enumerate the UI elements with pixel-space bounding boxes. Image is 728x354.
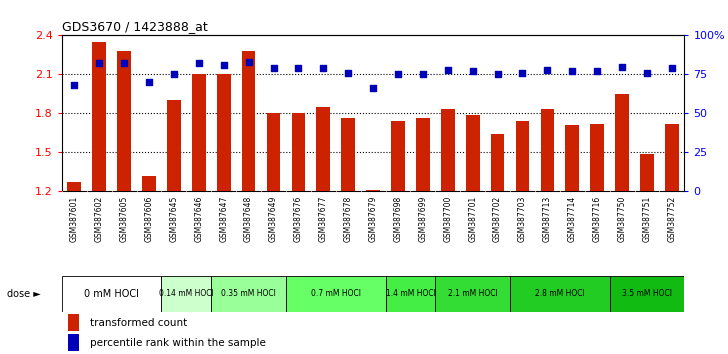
Point [591, 68, 603, 74]
Bar [68, 182, 82, 191]
Bar [291, 113, 305, 191]
Bar [117, 51, 131, 191]
Bar [192, 74, 206, 191]
Text: GSM387700: GSM387700 [443, 195, 452, 242]
Point [616, 64, 628, 69]
Point [367, 86, 379, 91]
Point [268, 65, 280, 71]
Bar [217, 74, 231, 191]
Text: GSM387601: GSM387601 [70, 195, 79, 242]
Point [542, 67, 553, 73]
Bar [386, 276, 435, 312]
Bar [266, 113, 280, 191]
Point [417, 72, 429, 77]
Bar [92, 42, 106, 191]
Bar [435, 276, 510, 312]
Text: GSM387605: GSM387605 [119, 195, 129, 242]
Text: GDS3670 / 1423888_at: GDS3670 / 1423888_at [62, 20, 207, 33]
Bar [391, 121, 405, 191]
Point [218, 62, 229, 68]
Bar [665, 124, 678, 191]
Text: GSM387703: GSM387703 [518, 195, 527, 242]
Text: 3.5 mM HOCl: 3.5 mM HOCl [622, 289, 672, 298]
Point [68, 82, 80, 88]
Bar [510, 276, 609, 312]
Text: GSM387751: GSM387751 [643, 195, 652, 242]
Bar [491, 134, 505, 191]
Text: GSM387678: GSM387678 [344, 195, 352, 242]
Text: GSM387648: GSM387648 [244, 195, 253, 242]
Point [392, 72, 404, 77]
Text: dose ►: dose ► [7, 289, 41, 299]
Text: GSM387699: GSM387699 [419, 195, 427, 242]
Bar [615, 94, 629, 191]
Text: percentile rank within the sample: percentile rank within the sample [90, 337, 266, 348]
Bar [609, 276, 684, 312]
Text: 2.8 mM HOCl: 2.8 mM HOCl [535, 289, 585, 298]
Point [143, 79, 155, 85]
Point [93, 61, 105, 66]
Text: 1.4 mM HOCl: 1.4 mM HOCl [386, 289, 435, 298]
Bar [341, 119, 355, 191]
Text: GSM387646: GSM387646 [194, 195, 203, 242]
Text: 0.7 mM HOCl: 0.7 mM HOCl [311, 289, 361, 298]
Bar [162, 276, 211, 312]
Bar [566, 125, 579, 191]
Text: GSM387649: GSM387649 [269, 195, 278, 242]
Bar [211, 276, 286, 312]
Point [293, 65, 304, 71]
Text: 2.1 mM HOCl: 2.1 mM HOCl [448, 289, 497, 298]
Point [492, 72, 504, 77]
Point [641, 70, 653, 76]
Bar [317, 107, 331, 191]
Text: GSM387698: GSM387698 [394, 195, 403, 242]
Point [193, 61, 205, 66]
Text: GSM387752: GSM387752 [668, 195, 676, 242]
Text: GSM387676: GSM387676 [294, 195, 303, 242]
Text: GSM387602: GSM387602 [95, 195, 103, 242]
Point [242, 59, 255, 65]
Bar [590, 124, 604, 191]
Text: 0.14 mM HOCl: 0.14 mM HOCl [159, 289, 214, 298]
Point [168, 72, 180, 77]
Bar [142, 176, 156, 191]
Text: GSM387714: GSM387714 [568, 195, 577, 242]
Text: GSM387679: GSM387679 [368, 195, 378, 242]
Bar [68, 335, 79, 350]
Text: GSM387701: GSM387701 [468, 195, 477, 242]
Point [342, 70, 354, 76]
Text: GSM387677: GSM387677 [319, 195, 328, 242]
Bar [62, 276, 162, 312]
Point [566, 68, 578, 74]
Text: GSM387750: GSM387750 [617, 195, 627, 242]
Text: transformed count: transformed count [90, 318, 187, 328]
Bar [68, 314, 79, 331]
Bar [242, 51, 256, 191]
Point [118, 61, 130, 66]
Text: GSM387702: GSM387702 [493, 195, 502, 242]
Text: GSM387647: GSM387647 [219, 195, 228, 242]
Bar [466, 115, 480, 191]
Bar [366, 190, 380, 191]
Bar [640, 154, 654, 191]
Point [517, 70, 529, 76]
Point [467, 68, 478, 74]
Bar [416, 119, 430, 191]
Point [442, 67, 454, 73]
Text: GSM387606: GSM387606 [145, 195, 154, 242]
Point [666, 65, 678, 71]
Text: 0 mM HOCl: 0 mM HOCl [84, 289, 139, 299]
Bar [540, 109, 554, 191]
Point [317, 65, 329, 71]
Text: GSM387716: GSM387716 [593, 195, 601, 242]
Bar [167, 100, 181, 191]
Bar [515, 121, 529, 191]
Text: GSM387645: GSM387645 [170, 195, 178, 242]
Bar [286, 276, 386, 312]
Bar [441, 109, 455, 191]
Text: 0.35 mM HOCl: 0.35 mM HOCl [221, 289, 276, 298]
Text: GSM387713: GSM387713 [543, 195, 552, 242]
